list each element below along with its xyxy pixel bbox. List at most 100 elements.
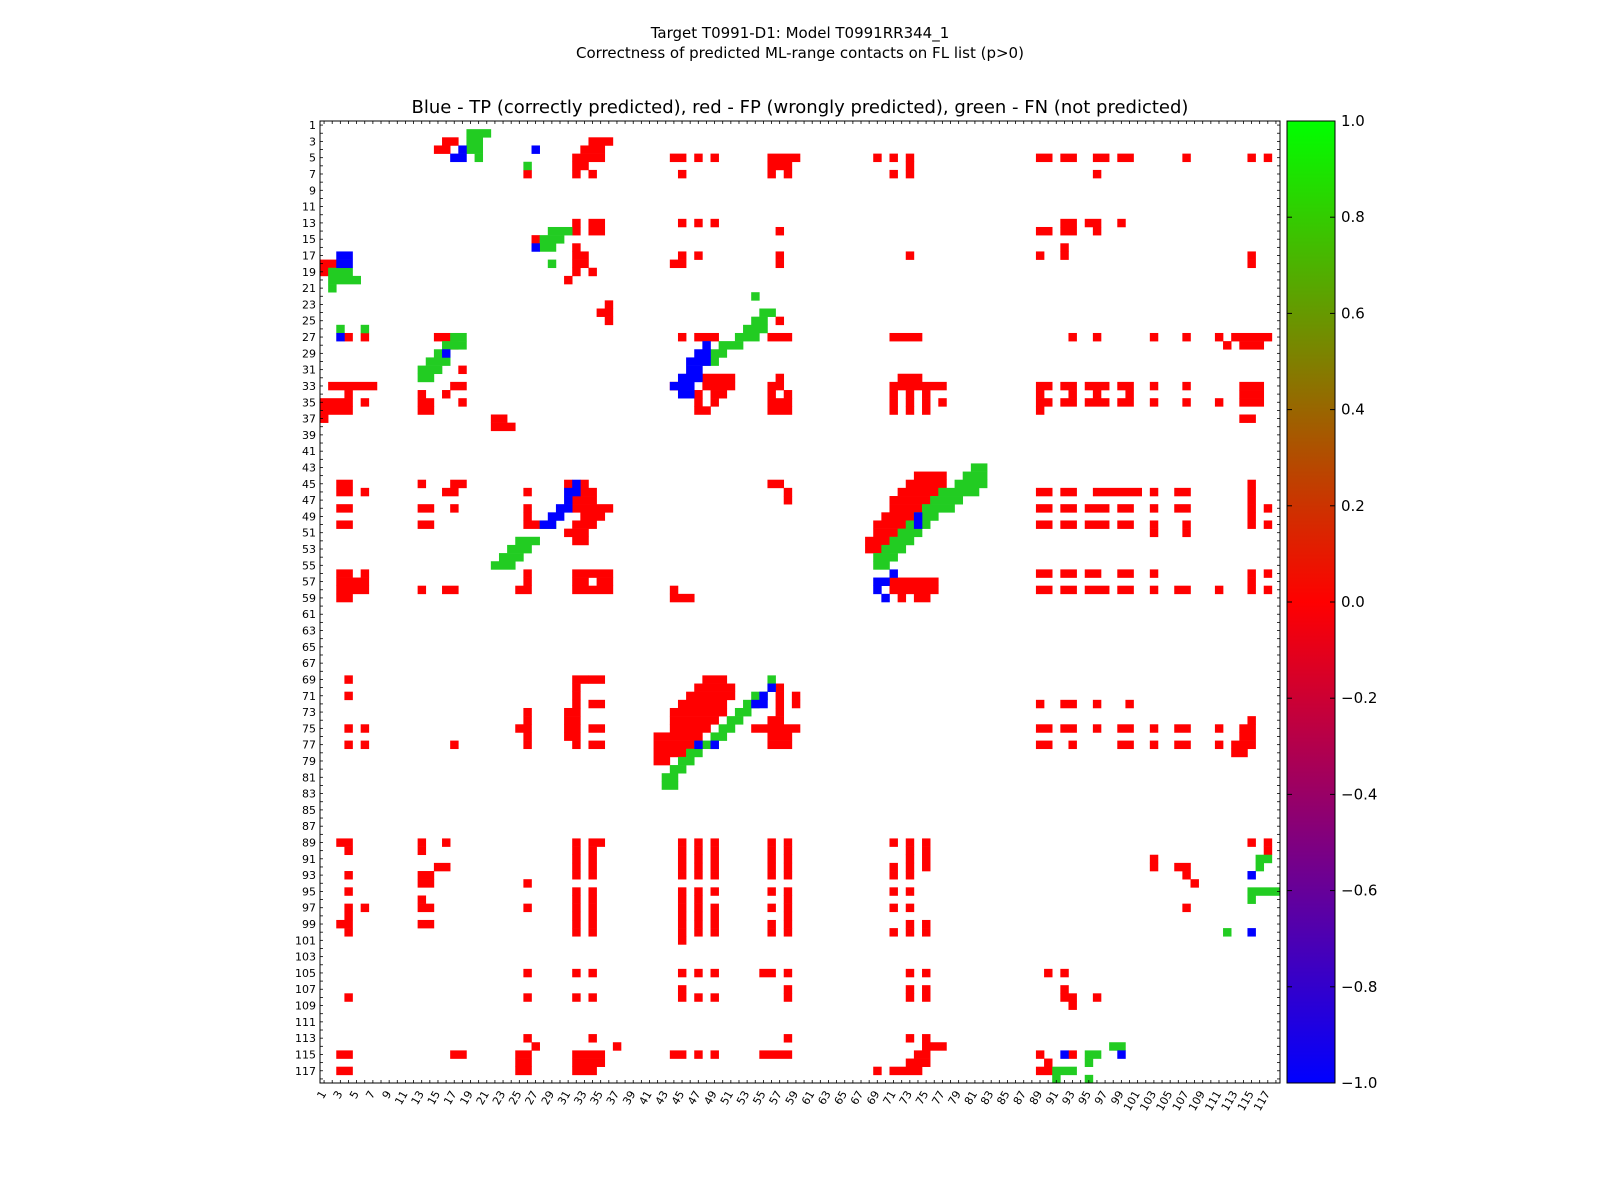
y-tick-label-71: 71 bbox=[302, 690, 316, 703]
cell-fp-422 bbox=[417, 919, 435, 929]
cell-fp-9 bbox=[873, 153, 882, 163]
cell-fn-33 bbox=[897, 528, 923, 538]
y-tick-label-21: 21 bbox=[302, 282, 316, 295]
y-tick-label-105: 105 bbox=[295, 967, 316, 980]
cell-fp-350 bbox=[710, 854, 719, 864]
cell-fn-38 bbox=[515, 536, 540, 546]
cell-fp-327 bbox=[767, 838, 776, 847]
cell-fp-492 bbox=[515, 1058, 532, 1067]
cell-fn-50 bbox=[710, 732, 728, 741]
cell-fp-30 bbox=[1092, 169, 1102, 179]
cell-fp-25 bbox=[677, 169, 687, 179]
cell-fp-45 bbox=[531, 235, 540, 244]
cell-fp-434 bbox=[588, 928, 597, 937]
cell-fp-356 bbox=[433, 862, 451, 872]
cell-fp-126 bbox=[905, 398, 915, 407]
cell-fp-378 bbox=[889, 871, 898, 880]
cell-fp-18 bbox=[1263, 153, 1273, 163]
y-tick-label-59: 59 bbox=[302, 592, 316, 605]
cell-fp-477 bbox=[905, 1034, 915, 1043]
x-tick-label-37: 37 bbox=[604, 1089, 622, 1108]
cell-fp-497 bbox=[572, 1066, 597, 1076]
cell-fp-279 bbox=[523, 707, 532, 717]
cell-fp-407 bbox=[694, 903, 703, 913]
cell-fp-202 bbox=[1035, 520, 1053, 529]
cell-fp-485 bbox=[669, 1050, 687, 1059]
cell-fp-89 bbox=[897, 373, 923, 383]
cell-fp-288 bbox=[515, 724, 532, 733]
cell-fp-291 bbox=[751, 724, 801, 733]
cell-fp-306 bbox=[450, 740, 459, 750]
cell-tp-12 bbox=[677, 373, 703, 383]
cell-fp-321 bbox=[442, 838, 451, 847]
cell-fp-79 bbox=[1182, 332, 1191, 342]
cell-fp-2 bbox=[433, 145, 451, 154]
cell-fn-55 bbox=[661, 773, 679, 782]
cell-fp-439 bbox=[783, 928, 793, 937]
cell-tp-27 bbox=[767, 683, 776, 692]
x-tick-label-117: 117 bbox=[1251, 1089, 1273, 1114]
cell-fp-387 bbox=[677, 887, 687, 896]
y-tick-label-7: 7 bbox=[309, 168, 316, 181]
cell-fp-145 bbox=[320, 414, 329, 423]
x-tick-label-99: 99 bbox=[1108, 1089, 1126, 1108]
cell-fp-464 bbox=[905, 993, 915, 1002]
x-tick-label-95: 95 bbox=[1076, 1089, 1094, 1108]
y-tick-label-39: 39 bbox=[302, 429, 316, 442]
cell-fp-205 bbox=[1117, 520, 1134, 529]
y-tick-label-53: 53 bbox=[302, 543, 316, 556]
cell-fp-142 bbox=[905, 406, 915, 415]
cell-fp-106 bbox=[694, 390, 703, 399]
cell-fn-53 bbox=[677, 756, 695, 766]
cell-fp-0 bbox=[442, 137, 459, 146]
cell-fp-198 bbox=[336, 520, 353, 529]
cell-fp-444 bbox=[523, 968, 532, 978]
cell-fp-141 bbox=[889, 406, 898, 415]
cell-fp-149 bbox=[1247, 414, 1256, 423]
cell-fp-51 bbox=[775, 251, 785, 260]
cell-fp-212 bbox=[1182, 528, 1191, 538]
cell-fp-85 bbox=[458, 365, 467, 375]
cell-fp-455 bbox=[1060, 968, 1069, 978]
y-tick-label-103: 103 bbox=[295, 951, 316, 964]
cell-fp-473 bbox=[1068, 1001, 1077, 1010]
cell-fp-256 bbox=[669, 716, 719, 725]
cell-fp-344 bbox=[922, 846, 931, 856]
y-tick-label-17: 17 bbox=[302, 250, 316, 263]
x-tick-label-3: 3 bbox=[331, 1089, 346, 1102]
cell-fp-135 bbox=[1214, 398, 1224, 407]
cell-fp-465 bbox=[922, 993, 931, 1002]
cell-fp-483 bbox=[515, 1050, 532, 1059]
cell-fp-153 bbox=[889, 496, 931, 505]
cell-fp-263 bbox=[572, 675, 589, 684]
cell-fp-210 bbox=[564, 528, 589, 538]
cell-fp-5 bbox=[669, 153, 687, 163]
cell-fp-199 bbox=[417, 520, 435, 529]
cell-fp-168 bbox=[360, 487, 370, 497]
x-tick-label-21: 21 bbox=[474, 1089, 492, 1108]
cell-fp-245 bbox=[1247, 585, 1256, 595]
cell-fp-105 bbox=[442, 390, 451, 399]
cell-fp-204 bbox=[1084, 520, 1110, 529]
cell-fp-11 bbox=[905, 153, 915, 163]
cell-fp-463 bbox=[783, 993, 793, 1002]
cell-fp-469 bbox=[783, 985, 793, 994]
cell-fp-103 bbox=[344, 390, 353, 399]
cell-tp-24 bbox=[873, 577, 890, 586]
y-tick-label-41: 41 bbox=[302, 445, 316, 458]
cell-fp-264 bbox=[588, 675, 606, 684]
cell-fp-287 bbox=[360, 724, 370, 733]
cell-fp-162 bbox=[450, 479, 467, 489]
y-tick-label-81: 81 bbox=[302, 771, 316, 784]
cell-fn-23 bbox=[417, 365, 443, 375]
cell-fp-316 bbox=[1214, 740, 1224, 750]
cell-fp-314 bbox=[1149, 740, 1159, 750]
cell-fp-90 bbox=[328, 381, 378, 391]
cell-fp-66 bbox=[596, 308, 614, 317]
cell-fp-400 bbox=[344, 903, 353, 913]
cell-tp-8 bbox=[702, 341, 711, 350]
cell-fp-358 bbox=[588, 862, 597, 872]
y-tick-label-101: 101 bbox=[295, 934, 316, 947]
y-tick-label-63: 63 bbox=[302, 625, 316, 638]
cell-fp-221 bbox=[1117, 569, 1134, 578]
